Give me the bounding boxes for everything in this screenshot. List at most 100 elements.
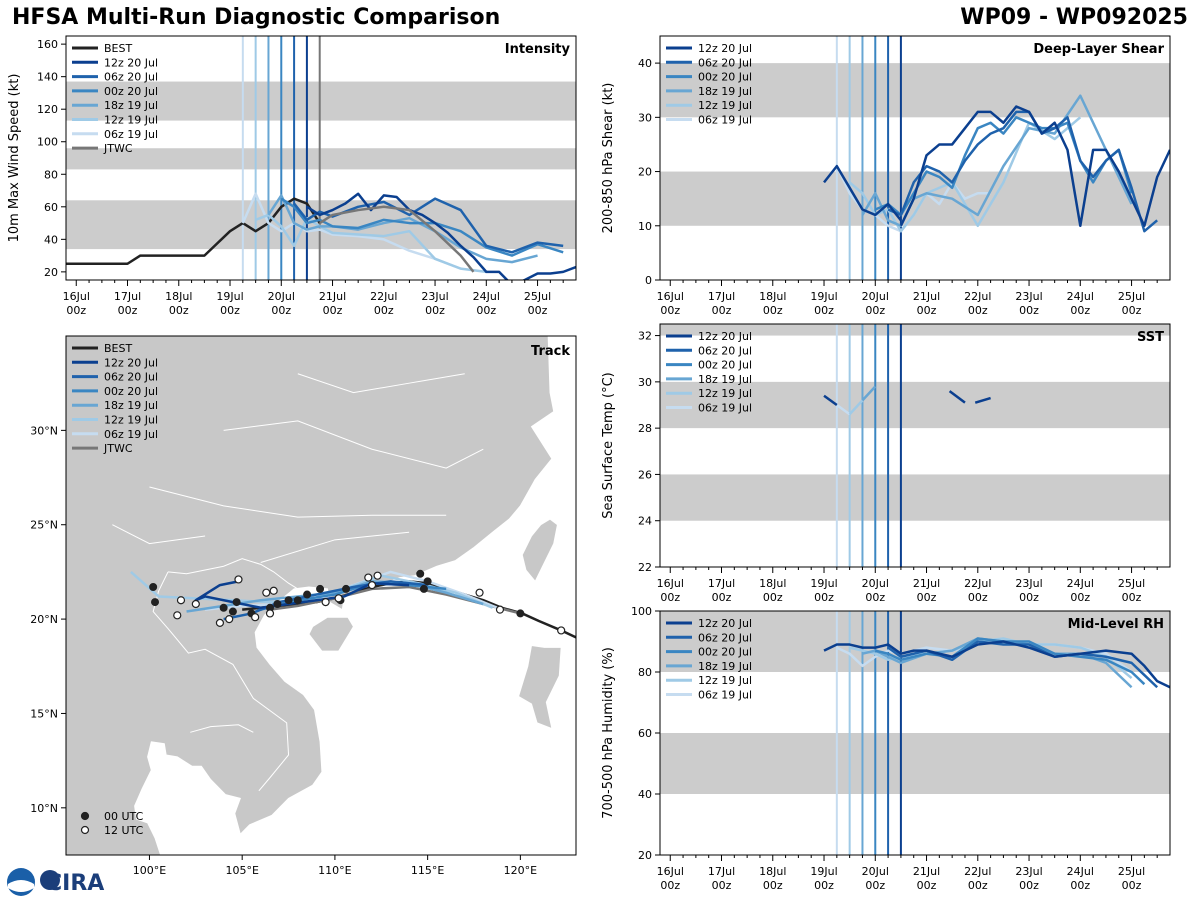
series-line	[280, 197, 564, 257]
y-tick-label: 40	[638, 57, 652, 70]
legend-label: 00z 20 Jul	[104, 85, 158, 98]
x-tick-label: 16Jul	[657, 577, 684, 590]
shaded-band	[660, 474, 1170, 521]
x-tick-label: 00z	[374, 304, 394, 317]
y-tick-label: 140	[37, 71, 58, 84]
plot-frame	[65, 35, 577, 281]
lon-tick-label: 120°E	[504, 864, 537, 877]
marker-legend-label: 12 UTC	[104, 824, 144, 837]
track-dot-12utc	[373, 571, 382, 580]
x-tick-label: 21Jul	[319, 290, 346, 303]
track-dot-12utc	[367, 581, 377, 590]
panel-intensity: 2040608010012014016016Jul00z17Jul00z18Ju…	[7, 35, 577, 317]
x-tick-label: 25Jul	[1118, 577, 1145, 590]
x-tick-label: 16Jul	[63, 290, 90, 303]
x-tick-label: 00z	[1019, 304, 1039, 317]
lon-tick-label: 105°E	[225, 864, 258, 877]
y-tick-label: 26	[638, 468, 652, 481]
track-dot-12utc	[225, 614, 234, 624]
series-line	[948, 390, 966, 404]
x-tick-label: 24Jul	[1067, 865, 1094, 878]
track-dot-00utc	[293, 596, 302, 605]
series-line	[823, 640, 1170, 689]
x-tick-label: 25Jul	[524, 290, 551, 303]
x-tick-label: 19Jul	[810, 577, 837, 590]
track-dot-12utc	[215, 618, 225, 627]
legend-label: 06z 19 Jul	[698, 402, 752, 415]
legend-label: 12z 20 Jul	[698, 617, 752, 630]
legend-label: 12z 19 Jul	[104, 114, 158, 127]
x-tick-label: 23Jul	[1015, 290, 1042, 303]
series-line	[241, 192, 462, 270]
border-line	[260, 531, 410, 563]
x-tick-label: 00z	[968, 879, 988, 892]
series-line	[306, 192, 576, 280]
legend-label: 00z 20 Jul	[104, 385, 158, 398]
x-tick-label: 24Jul	[1067, 290, 1094, 303]
series-line	[267, 194, 538, 264]
x-tick-label: 20Jul	[862, 290, 889, 303]
lat-tick-label: 15°N	[30, 707, 58, 720]
track-dot-12utc	[265, 609, 275, 618]
y-tick-label: 80	[638, 666, 652, 679]
shaded-band	[66, 81, 576, 121]
x-tick-label: 00z	[1019, 591, 1039, 604]
track-line	[194, 580, 410, 610]
panel-shear: 01020304016Jul00z17Jul00z18Jul00z19Jul00…	[601, 35, 1171, 317]
track-dot-12utc	[364, 573, 373, 582]
x-tick-label: 24Jul	[1067, 577, 1094, 590]
y-tick-label: 120	[37, 103, 58, 116]
legend-label: 06z 20 Jul	[698, 344, 752, 357]
y-tick-label: 0	[645, 274, 652, 287]
x-tick-label: 25Jul	[1118, 290, 1145, 303]
lat-tick-label: 10°N	[30, 802, 58, 815]
legend-label: 06z 19 Jul	[104, 428, 158, 441]
x-tick-label: 22Jul	[964, 290, 991, 303]
y-tick-label: 20	[638, 849, 652, 862]
shaded-band	[660, 381, 1170, 429]
lat-tick-label: 25°N	[30, 519, 58, 532]
legend-label: 12z 20 Jul	[104, 356, 158, 369]
legend-label: 06z 19 Jul	[698, 689, 752, 702]
series-line	[899, 105, 1170, 228]
border-line	[152, 571, 290, 792]
y-tick-label: 28	[638, 422, 652, 435]
y-tick-label: 20	[44, 266, 58, 279]
x-tick-label: 00z	[476, 304, 496, 317]
x-tick-label: 19Jul	[216, 290, 243, 303]
x-tick-label: 20Jul	[862, 577, 889, 590]
x-tick-label: 00z	[1019, 879, 1039, 892]
shaded-band	[660, 324, 1170, 336]
track-dot-00utc	[416, 569, 425, 578]
legend-label: 06z 20 Jul	[104, 371, 158, 384]
y-tick-label: 20	[638, 166, 652, 179]
marker-legend-dot	[80, 811, 90, 821]
x-tick-label: 00z	[1122, 304, 1142, 317]
x-tick-label: 00z	[660, 304, 680, 317]
x-tick-label: 00z	[814, 304, 834, 317]
y-tick-label: 30	[638, 376, 652, 389]
border-line	[190, 724, 254, 733]
track-dot-00utc	[419, 584, 428, 593]
x-tick-label: 16Jul	[657, 865, 684, 878]
shaded-band	[660, 611, 1170, 672]
panel-track: 100°E 105°E 110°E 115°E 120°E 10°N 15°N 20°N 25°…	[30, 335, 577, 877]
panel-sst: 22242628303216Jul00z17Jul00z18Jul00z19Ju…	[601, 323, 1171, 604]
y-tick-label: 100	[37, 136, 58, 149]
x-tick-label: 17Jul	[708, 290, 735, 303]
legend-label: 12z 19 Jul	[698, 99, 752, 112]
lon-tick-label: 115°E	[411, 864, 444, 877]
border-line	[297, 373, 465, 394]
luzon-island	[517, 644, 562, 730]
track-dot-00utc	[423, 577, 432, 586]
x-tick-label: 00z	[814, 591, 834, 604]
y-axis-label: Sea Surface Temp (°C)	[601, 372, 616, 519]
legend-label: 06z 19 Jul	[104, 128, 158, 141]
lon-tick-label: 110°E	[318, 864, 351, 877]
x-tick-label: 00z	[763, 879, 783, 892]
x-tick-label: 22Jul	[370, 290, 397, 303]
legend-label: JTWC	[103, 142, 133, 155]
